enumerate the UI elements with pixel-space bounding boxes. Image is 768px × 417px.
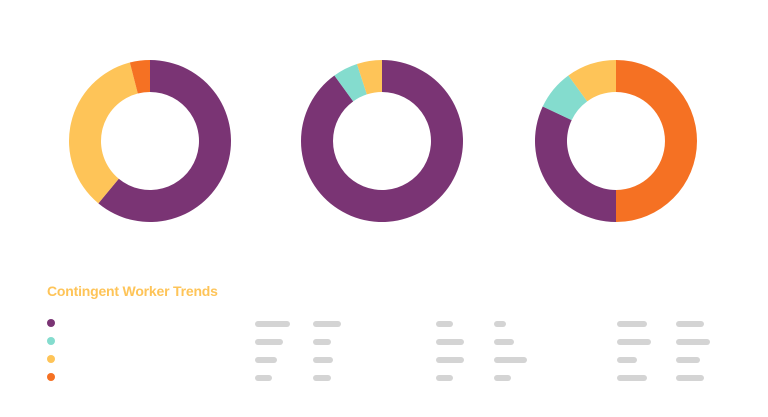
donut-2-slice-2 [334,63,367,102]
donut-3-slice-2 [534,106,616,222]
placeholder-bar [494,357,527,363]
placeholder-bar [676,375,704,381]
panel-title: Contingent Worker Trends [47,283,218,299]
legend-dot-teal [47,337,55,345]
placeholder-bar [617,375,647,381]
placeholder-bar [494,339,514,345]
donut-3-slice-4 [568,60,616,102]
donut-2-slice-3 [356,60,382,95]
legend-dot-orange [47,373,55,381]
placeholder-bar [436,357,464,363]
placeholder-bar [676,339,710,345]
placeholder-bar [617,321,647,327]
donut-charts [69,60,697,222]
legend-dot-yellow [47,355,55,363]
legend-dot-purple [47,319,55,327]
donut-3-slice-1 [616,60,697,222]
placeholder-bar [313,339,331,345]
placeholder-bar [436,321,453,327]
placeholder-bar [617,339,651,345]
donut-1-slice-3 [129,60,150,94]
donut-3-slice-3 [542,75,588,121]
donut-2-slice-1 [301,60,463,222]
placeholder-bar [255,375,272,381]
placeholder-bar [494,321,506,327]
placeholder-bar [313,357,333,363]
placeholder-bar [255,321,290,327]
placeholder-bar [494,375,511,381]
placeholder-bar [313,375,331,381]
donut-1-slice-1 [98,60,232,222]
placeholder-bar [255,339,283,345]
placeholder-bar [617,357,637,363]
placeholder-bar [436,375,453,381]
placeholder-bar [255,357,277,363]
placeholder-bar [676,321,704,327]
donut-1-slice-2 [69,62,138,204]
placeholder-bar [313,321,341,327]
placeholder-bar [436,339,464,345]
placeholder-bar [676,357,700,363]
